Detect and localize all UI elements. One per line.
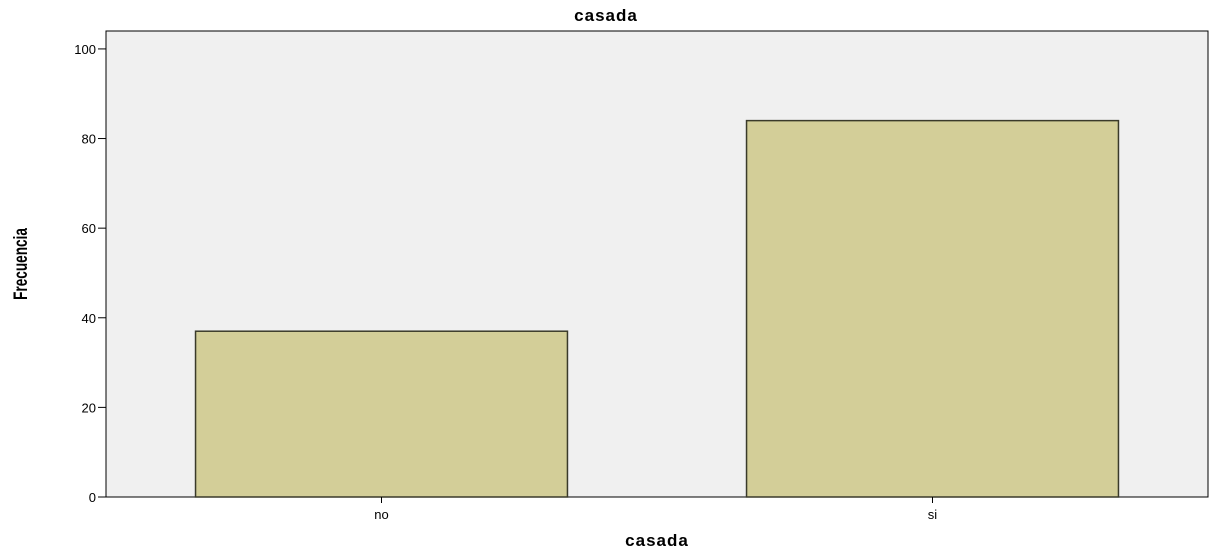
y-tick-label: 20 [82, 400, 96, 415]
y-tick-label: 60 [82, 221, 96, 236]
y-axis: 0 20 40 60 80 100 [74, 42, 106, 505]
x-tick-label-no: no [374, 507, 388, 522]
bar-si [745, 119, 1120, 498]
x-tick-label-si: si [928, 507, 938, 522]
y-axis-label: Frecuencia [10, 228, 32, 300]
y-tick-label: 100 [74, 42, 96, 57]
chart-title: casada [574, 6, 638, 25]
x-axis-label: casada [625, 531, 689, 550]
bars-group [194, 119, 1120, 498]
y-tick-label: 0 [89, 490, 96, 505]
y-tick-label: 40 [82, 311, 96, 326]
y-tick-label: 80 [82, 132, 96, 147]
bar-no [194, 330, 569, 498]
x-axis: no si [374, 497, 937, 522]
